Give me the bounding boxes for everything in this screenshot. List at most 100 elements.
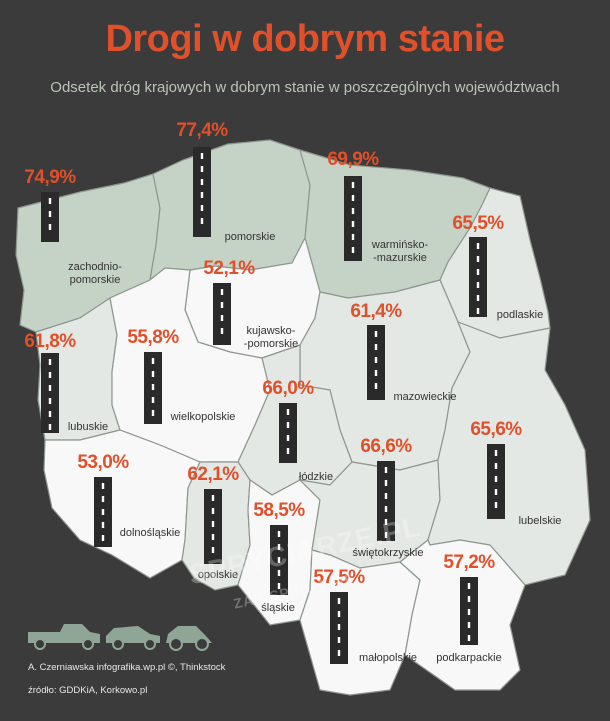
road-dash (374, 357, 378, 363)
road-dash (200, 205, 204, 211)
value-kujawsko-pomorskie: 52,1% (203, 258, 255, 279)
road-dash (220, 315, 224, 321)
name-line: pomorskie (225, 231, 276, 243)
road-dash (476, 295, 480, 301)
name-line: -pomorskie (244, 338, 298, 350)
road-icon (41, 353, 59, 433)
road-dash (101, 509, 105, 515)
road-dash (337, 611, 341, 617)
value-podkarpackie: 57,2% (443, 552, 495, 573)
name-dolnoslaskie: dolnośląskie (120, 527, 181, 539)
road-dash (384, 519, 388, 525)
road-dash (151, 371, 155, 377)
name-line: łódzkie (299, 471, 333, 483)
name-line: świętokrzyskie (353, 547, 424, 559)
road-dash (351, 247, 355, 253)
road-dash (48, 398, 52, 404)
road-dash (467, 622, 471, 628)
road-dash (467, 596, 471, 602)
wheel-icon (112, 638, 124, 650)
name-line: lubelskie (519, 515, 562, 527)
value-slaskie: 58,5% (253, 500, 305, 521)
road-dash (351, 208, 355, 214)
road-dash (467, 635, 471, 641)
wheel-icon (34, 638, 46, 650)
source-credit: źródło: GDDKiA, Korkowo.pl (28, 685, 148, 696)
name-podlaskie: podlaskie (497, 309, 543, 321)
infographic-subtitle: Odsetek dróg krajowych w dobrym stanie w… (50, 79, 560, 96)
name-lubuskie: lubuskie (68, 421, 108, 433)
road-dash (151, 410, 155, 416)
road-dash (48, 198, 52, 204)
road-dash (286, 448, 290, 454)
road-dash (277, 531, 281, 537)
name-line: opolskie (198, 569, 238, 581)
name-zachodniopomorskie: zachodnio-pomorskie (68, 261, 122, 286)
road-dash (277, 544, 281, 550)
road-dash (48, 411, 52, 417)
road-dash (48, 385, 52, 391)
name-slaskie: śląskie (261, 602, 295, 614)
name-line: lubuskie (68, 421, 108, 433)
road-dash (384, 532, 388, 538)
road-dash (277, 583, 281, 589)
wheel-icon (195, 637, 209, 651)
value-malopolskie: 57,5% (313, 567, 365, 588)
road-icon (279, 403, 297, 463)
name-line: warmińsko- (371, 239, 429, 251)
road-dash (151, 397, 155, 403)
road-dash (286, 422, 290, 428)
name-line: kujawsko- (247, 325, 296, 337)
name-line: -mazurskie (373, 252, 427, 264)
name-mazowieckie: mazowieckie (394, 391, 457, 403)
road-dash (351, 182, 355, 188)
road-dash (211, 495, 215, 501)
value-warminsko-mazurskie: 69,9% (327, 149, 379, 170)
value-wielkopolskie: 55,8% (127, 327, 179, 348)
value-opolskie: 62,1% (187, 464, 239, 485)
road-dash (374, 370, 378, 376)
name-warminsko-mazurskie: warmińsko--mazurskie (371, 239, 429, 264)
infographic-title: Drogi w dobrym stanie (105, 18, 505, 60)
wheel-icon (82, 638, 94, 650)
value-dolnoslaskie: 53,0% (77, 452, 129, 473)
name-line: wielkopolskie (170, 411, 236, 423)
name-lodzkie: łódzkie (299, 471, 333, 483)
road-dash (286, 435, 290, 441)
value-lubelskie: 65,6% (470, 419, 522, 440)
road-dash (384, 467, 388, 473)
road-dash (351, 221, 355, 227)
road-dash (48, 424, 52, 430)
road-dash (211, 534, 215, 540)
road-dash (151, 358, 155, 364)
road-dash (200, 218, 204, 224)
truck-icon (28, 624, 100, 643)
name-line: dolnośląskie (120, 527, 181, 539)
road-dash (494, 463, 498, 469)
road-dash (337, 624, 341, 630)
value-pomorskie: 77,4% (176, 120, 228, 141)
road-dash (337, 598, 341, 604)
name-line: mazowieckie (394, 391, 457, 403)
value-swietokrzyskie: 66,6% (360, 436, 412, 457)
road-dash (384, 493, 388, 499)
value-lodzkie: 66,0% (262, 378, 314, 399)
name-line: zachodnio- (68, 261, 122, 273)
road-dash (494, 450, 498, 456)
road-dash (200, 153, 204, 159)
road-dash (220, 302, 224, 308)
road-dash (494, 489, 498, 495)
road-dash (48, 372, 52, 378)
road-dash (374, 331, 378, 337)
road-dash (286, 409, 290, 415)
road-dash (337, 637, 341, 643)
road-dash (337, 650, 341, 656)
road-icon (344, 176, 362, 261)
name-wielkopolskie: wielkopolskie (170, 411, 236, 423)
road-dash (476, 282, 480, 288)
value-lubuskie: 61,8% (24, 331, 76, 352)
name-line: śląskie (261, 602, 295, 614)
wheel-icon (144, 638, 156, 650)
